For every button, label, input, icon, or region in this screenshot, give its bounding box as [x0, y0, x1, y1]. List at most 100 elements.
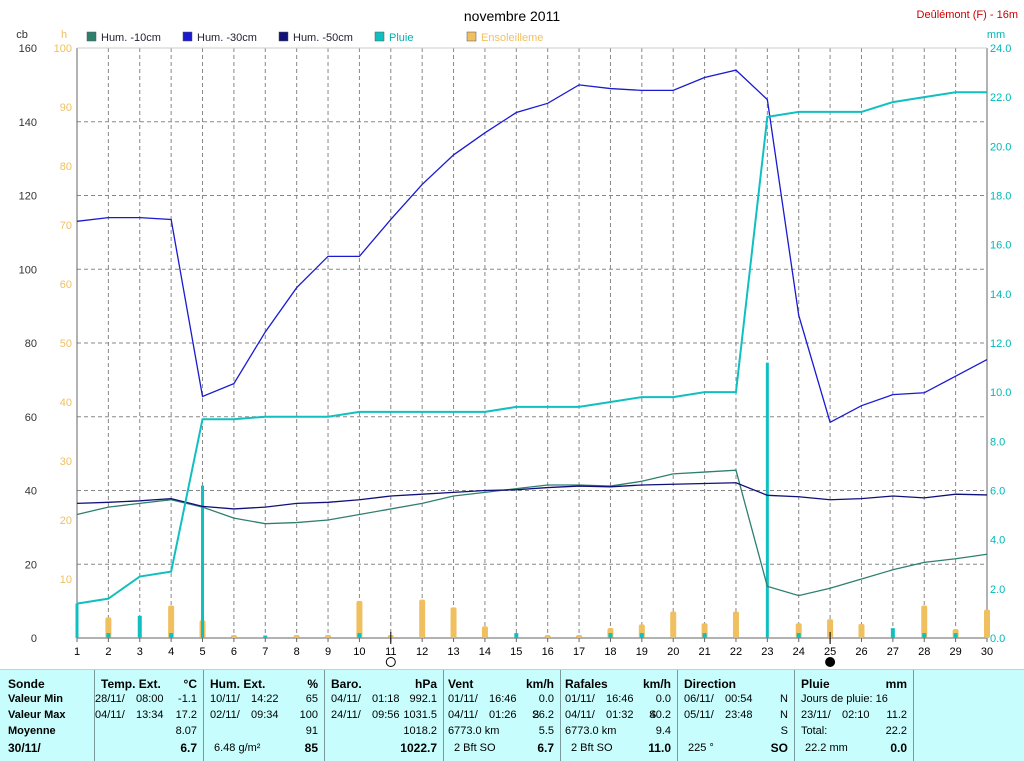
- tick-label-h: 20: [60, 515, 72, 527]
- tick-label-x: 19: [636, 646, 648, 658]
- baro-avg: 1018.2: [403, 725, 437, 737]
- tick-label-h: 70: [60, 220, 72, 232]
- vent-max-date: 04/11/: [448, 709, 478, 721]
- temp-today: 6.7: [180, 741, 197, 755]
- sunshine-bar: [921, 605, 928, 638]
- pluie-title: Pluie: [801, 677, 830, 691]
- tick-label-mm: 16.0: [990, 240, 1011, 252]
- legend-label: Pluie: [389, 32, 413, 44]
- tick-label-x: 22: [730, 646, 742, 658]
- rain-daily-bar: [953, 633, 958, 638]
- tick-label-x: 18: [604, 646, 616, 658]
- tick-label-h: 100: [54, 43, 72, 55]
- rafales-max-dir: S: [649, 709, 657, 721]
- sunshine-bar: [419, 599, 426, 638]
- direction-max-date: 05/11/: [684, 709, 714, 721]
- full-moon-icon: [825, 657, 836, 667]
- rain-daily-bar: [922, 633, 927, 638]
- tick-label-x: 10: [353, 646, 365, 658]
- grid: [77, 48, 987, 638]
- temp-max-time: 13:34: [136, 709, 164, 721]
- rain-daily-bar: [357, 633, 362, 638]
- rain-daily-bar: [765, 362, 769, 638]
- rain-daily-bar: [263, 635, 268, 638]
- baro-unit: hPa: [414, 677, 437, 691]
- vent-unit: km/h: [525, 677, 554, 691]
- series-line: [76, 91, 987, 605]
- tick-label-h: 80: [60, 161, 72, 173]
- vent-min: 0.0: [538, 693, 554, 705]
- summary-temp: Temp. Ext. °C 28/11/ 08:00 -1.1 04/11/ 1…: [95, 670, 204, 761]
- rafales-beaufort: 2 Bft SO: [571, 742, 613, 754]
- tick-label-x: 24: [793, 646, 805, 658]
- temp-avg: 8.07: [175, 725, 197, 737]
- pluie-max: 11.2: [886, 709, 907, 721]
- vent-today: 6.7: [537, 741, 554, 755]
- tick-label-h: 30: [60, 456, 72, 468]
- series-line: [76, 469, 988, 597]
- direction-title: Direction: [684, 677, 737, 691]
- vent-max-dir: S: [532, 709, 540, 721]
- legend-swatch: [374, 31, 385, 42]
- pluie-total-label: Total:: [801, 725, 828, 737]
- sunshine-bar: [105, 617, 112, 638]
- rain-daily-bar: [106, 633, 111, 638]
- rafales-max: 40.2: [649, 709, 671, 721]
- legend-swatch: [466, 31, 477, 42]
- hum-max-time: 09:34: [251, 709, 279, 721]
- vent-distance: 6773.0 km: [448, 725, 500, 737]
- row-label-avg: Moyenne: [8, 725, 56, 737]
- tick-label-cb: 100: [19, 264, 37, 276]
- hum-min: 65: [305, 693, 318, 705]
- chart-title: novembre 2011: [464, 8, 560, 24]
- axis-label-mm: mm: [987, 29, 1005, 41]
- tick-label-x: 16: [542, 646, 554, 658]
- summary-baro: Baro. hPa 04/11/ 01:18 992.1 24/11/ 09:5…: [325, 670, 444, 761]
- hum-title: Hum. Ext.: [210, 677, 266, 691]
- summary-pluie: Pluie mm Jours de pluie: 16 23/11/ 02:10…: [795, 670, 914, 761]
- tick-label-mm: 0.0: [990, 633, 1005, 645]
- hum-abs: 6.48 g/m²: [214, 742, 261, 754]
- legend-label: Hum. -10cm: [101, 32, 161, 44]
- tick-label-h: 50: [60, 338, 72, 350]
- tick-label-x: 8: [294, 646, 300, 658]
- pluie-max-date: 23/11/: [801, 709, 831, 721]
- tick-label-x: 27: [887, 646, 899, 658]
- direction-avg: S: [780, 725, 788, 737]
- rafales-avg: 9.4: [655, 725, 671, 737]
- rain-daily-bar: [514, 633, 519, 638]
- series-lines: [76, 69, 988, 605]
- rain-daily-bar: [702, 633, 707, 638]
- summary-panel: Sonde Valeur Min Valeur Max Moyenne 30/1…: [0, 669, 1024, 761]
- pluie-max-time: 02:10: [842, 709, 870, 721]
- tick-label-mm: 6.0: [990, 486, 1005, 498]
- sunshine-bar: [450, 607, 457, 638]
- vent-min-time: 16:46: [489, 693, 517, 705]
- baro-max-date: 24/11/: [331, 709, 361, 721]
- vent-beaufort: 2 Bft SO: [454, 742, 496, 754]
- summary-hum: Hum. Ext. % 10/11/ 14:22 65 02/11/ 09:34…: [204, 670, 325, 761]
- tick-label-x: 4: [168, 646, 174, 658]
- vent-max: 26.2: [532, 709, 554, 721]
- tick-label-h: 90: [60, 102, 72, 114]
- markers: [385, 632, 836, 667]
- tick-label-mm: 14.0: [990, 289, 1011, 301]
- baro-title: Baro.: [331, 677, 362, 691]
- tick-label-h: 10: [60, 574, 72, 586]
- tick-label-x: 11: [385, 646, 396, 658]
- sunshine-bar: [732, 611, 739, 638]
- temp-min-time: 08:00: [136, 693, 164, 705]
- tick-label-x: 7: [262, 646, 268, 658]
- rafales-min-time: 16:46: [606, 693, 634, 705]
- hum-today: 85: [304, 741, 318, 755]
- tick-label-x: 12: [416, 646, 428, 658]
- direction-min-time: 00:54: [725, 693, 753, 705]
- baro-today: 1022.7: [400, 741, 437, 755]
- summary-vent: Vent km/h 01/11/ 16:46 0.0 04/11/ 01:26 …: [444, 670, 561, 761]
- tick-label-h: 60: [60, 279, 72, 291]
- row-label-min: Valeur Min: [8, 693, 64, 705]
- legend-swatch: [182, 31, 193, 42]
- direction-min: N: [780, 693, 788, 705]
- pluie-today: 0.0: [890, 741, 907, 755]
- tick-label-cb: 140: [19, 117, 37, 129]
